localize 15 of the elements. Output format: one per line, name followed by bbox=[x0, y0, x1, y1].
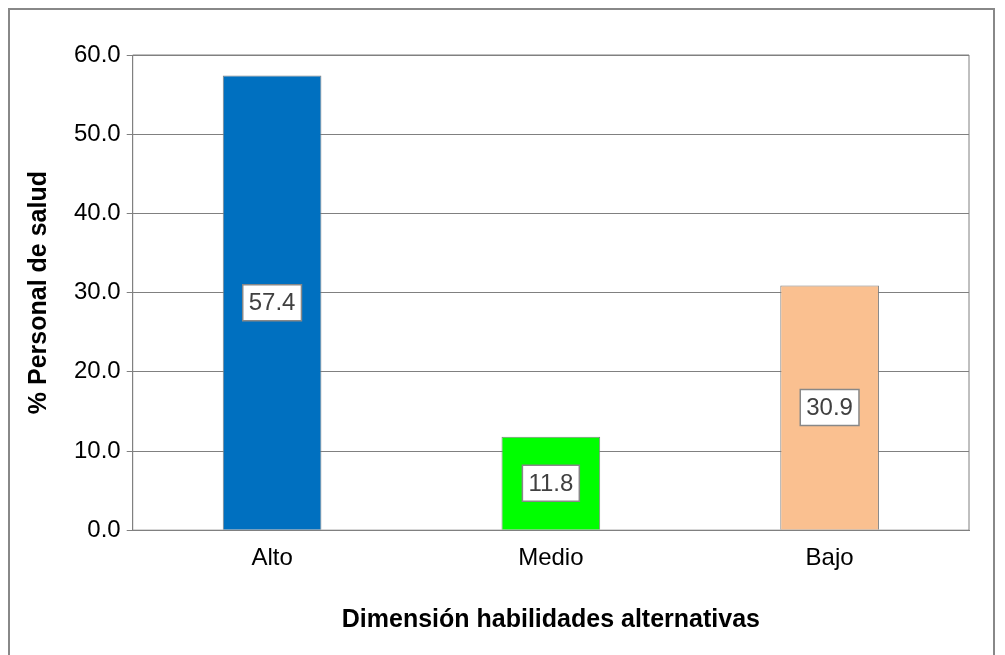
y-axis-title: % Personal de salud bbox=[22, 171, 51, 415]
y-tick-label: 0.0 bbox=[87, 514, 121, 542]
y-tick-label: 30.0 bbox=[73, 277, 121, 305]
x-axis-title: Dimensión habilidades alternativas bbox=[341, 603, 760, 632]
y-tick-label: 20.0 bbox=[73, 356, 121, 384]
y-tick-label: 60.0 bbox=[73, 39, 121, 67]
data-label: 30.9 bbox=[806, 393, 853, 421]
x-tick-label: Alto bbox=[251, 543, 293, 571]
y-tick-label: 10.0 bbox=[73, 435, 121, 463]
data-label: 11.8 bbox=[528, 468, 574, 496]
y-tick-label: 50.0 bbox=[73, 118, 121, 146]
y-tick-label: 40.0 bbox=[73, 198, 121, 226]
x-tick-label: Bajo bbox=[805, 543, 854, 571]
x-tick-label: Medio bbox=[518, 543, 584, 571]
data-label: 57.4 bbox=[248, 288, 296, 316]
